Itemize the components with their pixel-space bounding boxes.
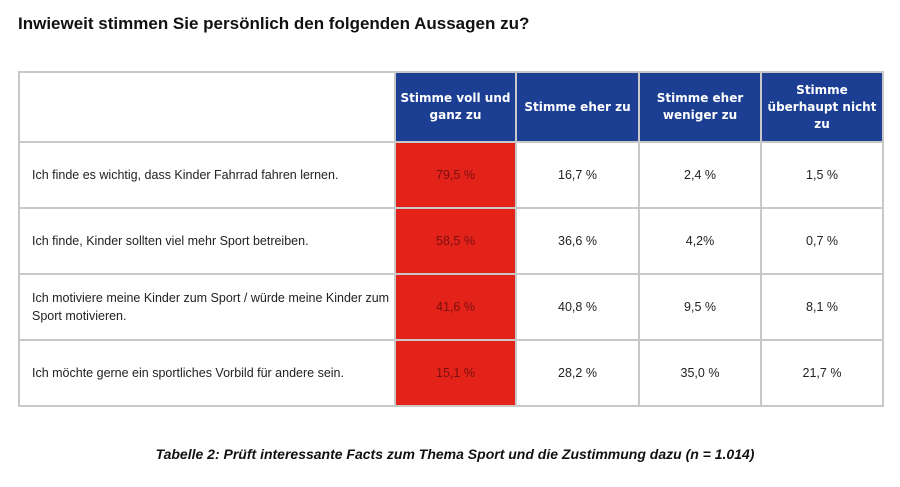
statement-cell: Ich finde es wichtig, dass Kinder Fahrra… (18, 141, 396, 209)
table-caption: Tabelle 2: Prüft interessante Facts zum … (155, 446, 755, 462)
column-header: Stimme eher zu (515, 71, 640, 143)
value-cell: 40,8 % (515, 273, 640, 341)
column-header: Stimme überhaupt nicht zu (760, 71, 884, 143)
value-cell: 9,5 % (638, 273, 762, 341)
table-row: Ich finde es wichtig, dass Kinder Fahrra… (18, 141, 884, 209)
value-cell: 58,5 % (394, 207, 517, 275)
table-row: Ich finde, Kinder sollten viel mehr Spor… (18, 207, 884, 275)
table-row: Ich möchte gerne ein sportliches Vorbild… (18, 339, 884, 407)
column-header: Stimme eher weniger zu (638, 71, 762, 143)
value-cell: 8,1 % (760, 273, 884, 341)
value-cell: 21,7 % (760, 339, 884, 407)
value-cell: 28,2 % (515, 339, 640, 407)
value-cell: 36,6 % (515, 207, 640, 275)
value-cell: 16,7 % (515, 141, 640, 209)
header-blank (18, 71, 396, 143)
value-cell: 79,5 % (394, 141, 517, 209)
value-cell: 2,4 % (638, 141, 762, 209)
header-row: Stimme voll und ganz zu Stimme eher zu S… (18, 71, 884, 143)
value-cell: 1,5 % (760, 141, 884, 209)
page-title: Inwieweit stimmen Sie persönlich den fol… (18, 14, 530, 33)
column-header: Stimme voll und ganz zu (394, 71, 517, 143)
statement-cell: Ich finde, Kinder sollten viel mehr Spor… (18, 207, 396, 275)
value-cell: 4,2% (638, 207, 762, 275)
table-row: Ich motiviere meine Kinder zum Sport / w… (18, 273, 884, 341)
value-cell: 15,1 % (394, 339, 517, 407)
statement-cell: Ich möchte gerne ein sportliches Vorbild… (18, 339, 396, 407)
value-cell: 35,0 % (638, 339, 762, 407)
survey-table: Stimme voll und ganz zu Stimme eher zu S… (18, 71, 884, 407)
value-cell: 0,7 % (760, 207, 884, 275)
statement-cell: Ich motiviere meine Kinder zum Sport / w… (18, 273, 396, 341)
value-cell: 41,6 % (394, 273, 517, 341)
